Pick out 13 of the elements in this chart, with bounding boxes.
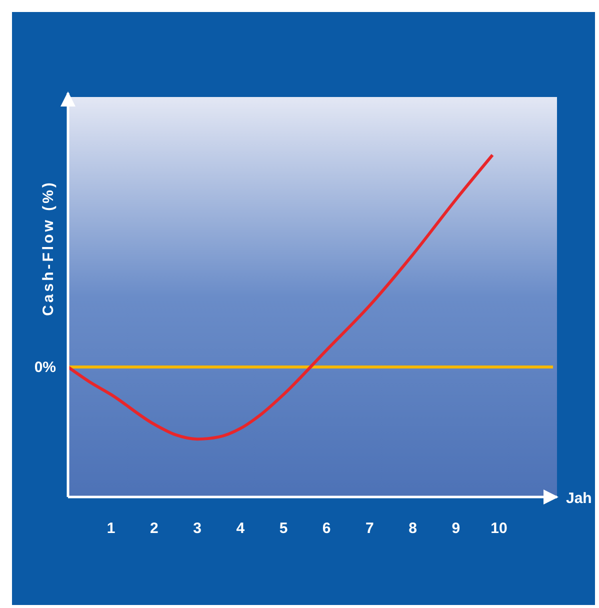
x-tick-label: 3 — [193, 520, 202, 537]
x-tick-label: 9 — [452, 520, 460, 537]
y-axis-title: Cash-Flow (%) — [40, 180, 57, 316]
x-tick-label: 4 — [236, 520, 246, 537]
x-tick-label: 6 — [322, 520, 331, 537]
ref-line-label: 0% — [34, 359, 56, 376]
x-tick-label: 2 — [150, 520, 158, 537]
x-tick-label: 8 — [408, 520, 417, 537]
x-tick-label: 1 — [106, 520, 116, 537]
x-tick-label: 5 — [279, 520, 288, 537]
x-tick-label: 10 — [490, 520, 508, 537]
x-tick-label: 7 — [366, 520, 374, 537]
x-axis-title: Jah — [566, 490, 592, 507]
